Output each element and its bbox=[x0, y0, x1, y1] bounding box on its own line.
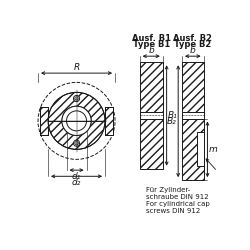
Text: R: R bbox=[74, 62, 80, 72]
Circle shape bbox=[66, 111, 86, 131]
Text: For cylindrical cap: For cylindrical cap bbox=[146, 201, 210, 207]
Bar bbox=[182, 118, 204, 180]
Bar bbox=[182, 112, 204, 118]
Text: screws DIN 912: screws DIN 912 bbox=[146, 208, 200, 214]
Circle shape bbox=[74, 96, 80, 102]
Text: Ausf. B1: Ausf. B1 bbox=[132, 34, 171, 43]
Text: Type B2: Type B2 bbox=[174, 40, 212, 49]
Circle shape bbox=[74, 140, 80, 146]
Text: Ausf. B2: Ausf. B2 bbox=[173, 34, 212, 43]
Text: d₁: d₁ bbox=[72, 172, 81, 181]
Text: b: b bbox=[148, 46, 154, 55]
Bar bbox=[40, 107, 48, 135]
Bar bbox=[140, 62, 163, 112]
Text: m: m bbox=[209, 145, 218, 154]
Circle shape bbox=[36, 81, 117, 161]
Text: B₁: B₁ bbox=[168, 111, 178, 120]
Text: b: b bbox=[190, 46, 196, 55]
Bar bbox=[140, 112, 163, 118]
Bar bbox=[182, 62, 204, 112]
Bar bbox=[105, 107, 114, 135]
Text: d₂: d₂ bbox=[72, 178, 81, 187]
Bar bbox=[140, 118, 163, 168]
Text: Type B1: Type B1 bbox=[132, 40, 170, 49]
Circle shape bbox=[62, 106, 91, 136]
Bar bbox=[105, 107, 114, 135]
Text: Für Zylinder-: Für Zylinder- bbox=[146, 187, 190, 193]
Bar bbox=[40, 107, 48, 135]
Text: schraube DIN 912: schraube DIN 912 bbox=[146, 194, 208, 200]
Text: B₂: B₂ bbox=[167, 117, 177, 126]
Bar bbox=[197, 132, 203, 166]
